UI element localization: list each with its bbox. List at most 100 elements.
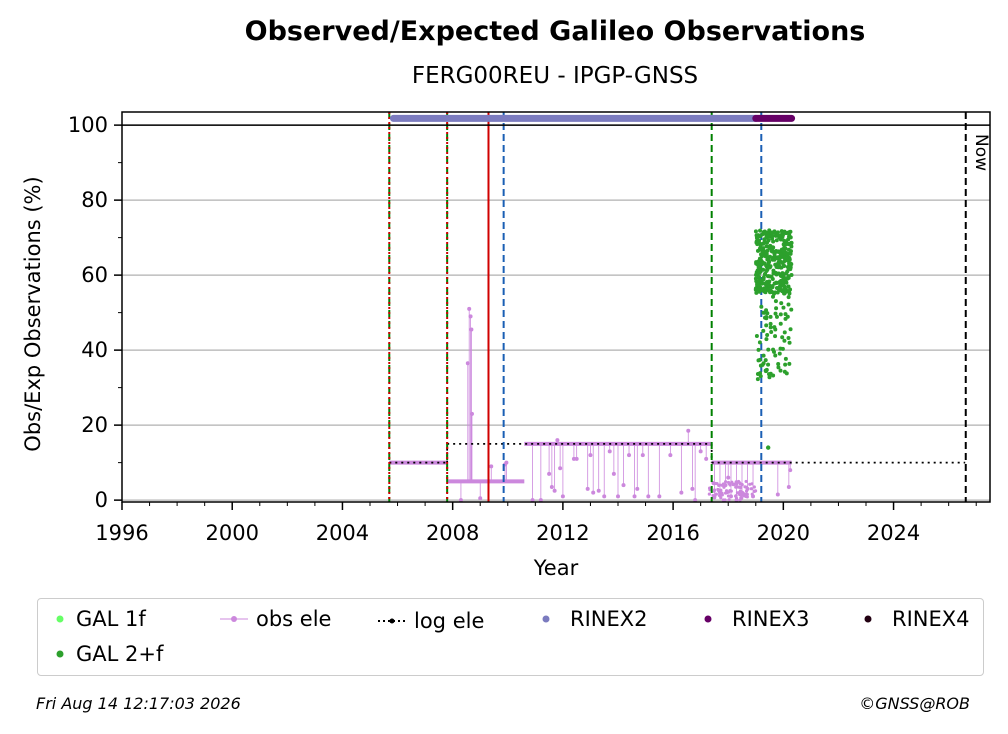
legend-item-gal-2f: GAL 2+f [52,642,163,666]
obs-ele-point [726,475,731,480]
gal-2f-point [775,232,780,237]
gal-2f-point [787,261,792,266]
legend-item-gal-1f: GAL 1f [52,607,146,631]
obs-ele-segment [389,460,448,465]
gal-2f-point [761,328,766,333]
gal-2f-point [785,251,790,256]
obs-ele-point [728,494,733,499]
gal-2f-point [774,238,779,243]
x-tick-label: 2020 [757,521,810,545]
gal-2f-point [779,301,784,306]
gal-2f-point [763,286,768,291]
obs-ele-point [750,492,754,496]
legend-item-rinex4: RINEX4 [854,607,970,631]
gal-2f-point [757,234,762,239]
gal-2f-point [786,295,791,300]
gal-2f-point [779,229,784,234]
footer-timestamp: Fri Aug 14 12:17:03 2026 [36,694,241,713]
gal-2f-point [788,327,793,332]
gal-2f-point [786,284,791,289]
legend-item-obs-ele: obs ele [218,607,331,631]
gal-2f-point [761,260,766,265]
gal-2f-point [778,237,783,242]
gal-2f-point [753,286,758,291]
obs-ele-point [722,485,726,489]
gal-2f-point [768,321,773,326]
gal-2f-point [778,312,783,317]
legend-marker-gal-2f [52,644,86,664]
legend-label-log-ele: log ele [414,609,485,633]
obs-ele-point [602,494,607,499]
gal-2f-point [761,267,766,272]
gal-2f-point [765,445,771,450]
gal-2f-point [773,299,778,304]
x-tick-label: 2008 [426,521,479,545]
obs-ele-point [640,453,645,458]
gal-2f-point [764,244,769,249]
gal-2f-point [769,329,774,334]
gal-2f-point [771,294,776,299]
obs-ele-point [740,483,744,487]
gal-2f-point [773,327,778,332]
obs-ele-point [750,482,754,486]
gal-2f-point [760,281,765,286]
obs-ele-point [690,486,695,491]
gal-2f-point [782,263,787,268]
obs-ele-point [698,449,703,454]
obs-ele-point [786,485,791,489]
legend-marker-log-ele [376,611,410,631]
axis-layer: 1996 2000 2004 2008 2012 2016 2020 2024 0 20 40 60 8… [68,111,991,545]
obs-ele-point [739,496,743,500]
obs-ele-point [724,480,728,484]
gal-2f-point [754,239,759,244]
gal-2f-point [765,333,770,338]
obs-ele-point [588,453,593,458]
obs-ele-point [735,491,740,495]
y-tick-label: 100 [68,113,108,137]
gal-2f-point [782,245,787,250]
legend-marker-rinex2 [532,609,566,629]
gal-2f-point [762,289,767,294]
gal-2f-point [755,282,760,287]
gal-2f-point [760,232,765,237]
obs-ele-point [552,488,557,493]
obs-ele-point [729,489,733,493]
gal-2f-point [756,358,761,363]
gal-2f-point [766,347,771,352]
gal-2f-point [787,234,792,239]
gal-2f-point [768,254,773,259]
obs-ele-point [596,488,601,493]
legend-marker-obs-ele [218,609,252,629]
gal-2f-point [773,262,778,267]
gal-2f-point [771,245,776,250]
gal-2f-point [782,251,787,256]
gal-2f-point [777,351,782,356]
obs-ele-point [646,494,651,499]
obs-ele-point [743,485,747,489]
gal-2f-point [788,251,793,256]
obs-ele-point [734,485,738,489]
gal-2f-point [754,290,759,295]
gal-2f-point [767,228,772,233]
gal-2f-point [789,307,794,312]
obs-ele-point [467,306,472,311]
gal-2f-point [778,346,783,351]
gal-2f-point [765,257,770,262]
obs-ele-point [738,481,742,485]
gal-2f-point [772,230,777,235]
obs-ele-point [538,498,543,503]
gal-2f-point [787,257,792,262]
gal-2f-point [764,323,769,328]
x-tick-label: 2004 [316,521,369,545]
gal-2f-point [778,368,783,373]
gal-2f-point [789,240,794,245]
obs-ele-point [742,494,746,498]
gal-2f-point [773,290,778,295]
gal-2f-point [789,244,794,249]
plot-frame [121,111,991,503]
gal-2f-point [773,334,778,339]
obs-ele-point [721,482,726,486]
legend-label-obs-ele: obs ele [256,607,332,631]
y-axis-label: Obs/Exp Observations (%) [21,176,45,451]
gal-2f-point [776,255,781,260]
